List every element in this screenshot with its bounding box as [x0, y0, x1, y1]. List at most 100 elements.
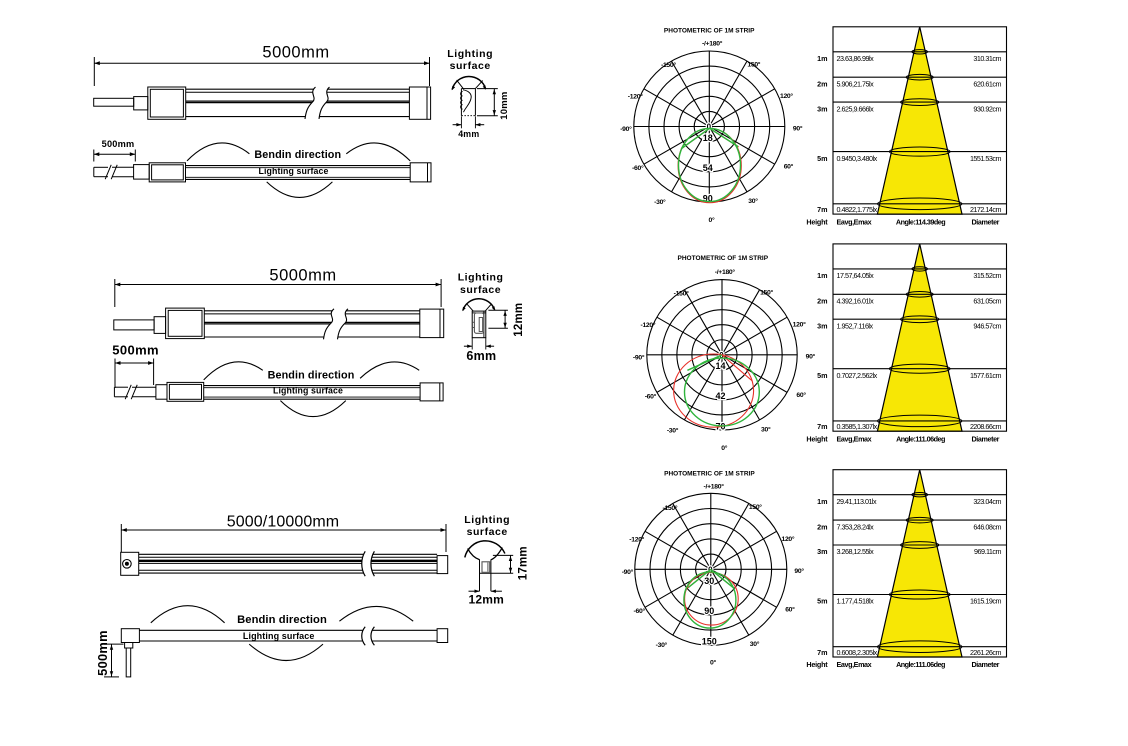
- svg-text:-120°: -120°: [629, 536, 644, 544]
- svg-text:2m: 2m: [817, 79, 827, 88]
- svg-text:90: 90: [704, 606, 714, 616]
- svg-text:-/+180°: -/+180°: [702, 40, 723, 48]
- svg-text:7m: 7m: [817, 648, 827, 657]
- svg-text:1m: 1m: [817, 497, 827, 506]
- svg-text:2m: 2m: [817, 297, 827, 306]
- svg-text:1.177,4.518lx: 1.177,4.518lx: [837, 597, 875, 606]
- svg-text:Angle:111.06deg: Angle:111.06deg: [896, 660, 945, 669]
- svg-text:Angle:114.39deg: Angle:114.39deg: [896, 217, 945, 226]
- svg-text:Bendin direction: Bendin direction: [268, 370, 355, 382]
- svg-text:2.625,9.666lx: 2.625,9.666lx: [837, 104, 875, 113]
- svg-text:90°: 90°: [793, 124, 803, 132]
- svg-text:3m: 3m: [817, 104, 827, 113]
- svg-text:0°: 0°: [710, 659, 716, 667]
- svg-text:Lighting: Lighting: [464, 514, 510, 526]
- svg-text:5000/10000mm: 5000/10000mm: [227, 514, 339, 531]
- svg-text:30°: 30°: [748, 197, 758, 205]
- svg-text:42: 42: [715, 391, 725, 401]
- svg-text:-120°: -120°: [640, 321, 655, 329]
- svg-text:60°: 60°: [796, 391, 806, 399]
- svg-text:1.952,7.116lx: 1.952,7.116lx: [837, 321, 874, 330]
- svg-text:-150°: -150°: [661, 61, 676, 69]
- svg-text:3m: 3m: [817, 547, 827, 556]
- svg-text:3m: 3m: [817, 321, 827, 330]
- svg-text:2208.66cm: 2208.66cm: [970, 422, 1002, 431]
- svg-text:969.11cm: 969.11cm: [974, 547, 1002, 556]
- svg-text:150°: 150°: [760, 289, 773, 297]
- svg-text:surface: surface: [450, 60, 491, 72]
- svg-text:4.392,16.01lx: 4.392,16.01lx: [837, 297, 875, 306]
- svg-text:5000mm: 5000mm: [262, 44, 329, 62]
- svg-text:0.9450,3.480lx: 0.9450,3.480lx: [837, 154, 878, 163]
- svg-text:-150°: -150°: [662, 504, 677, 512]
- svg-text:Angle:111.06deg: Angle:111.06deg: [896, 434, 945, 443]
- svg-text:2261.26cm: 2261.26cm: [970, 648, 1002, 657]
- svg-text:0: 0: [707, 123, 712, 132]
- svg-text:-90°: -90°: [633, 354, 645, 362]
- svg-text:6mm: 6mm: [466, 349, 496, 363]
- svg-text:-30°: -30°: [654, 198, 666, 206]
- svg-text:0°: 0°: [721, 444, 727, 452]
- svg-text:90°: 90°: [794, 567, 804, 575]
- svg-text:30°: 30°: [750, 640, 760, 648]
- svg-text:surface: surface: [460, 284, 501, 296]
- svg-text:150: 150: [702, 637, 717, 647]
- svg-text:310.31cm: 310.31cm: [973, 54, 1001, 63]
- svg-text:surface: surface: [467, 526, 508, 538]
- svg-text:0.3585,1.307lx: 0.3585,1.307lx: [837, 422, 878, 431]
- svg-text:500mm: 500mm: [102, 139, 135, 149]
- svg-text:-30°: -30°: [656, 641, 668, 649]
- svg-text:500mm: 500mm: [112, 343, 159, 358]
- svg-text:10mm: 10mm: [499, 91, 510, 119]
- svg-text:2m: 2m: [817, 522, 827, 531]
- svg-text:0°: 0°: [709, 216, 715, 224]
- svg-text:Lighting: Lighting: [447, 48, 493, 60]
- svg-text:-90°: -90°: [620, 125, 632, 133]
- svg-text:Lighting surface: Lighting surface: [243, 631, 315, 641]
- svg-text:12mm: 12mm: [513, 303, 525, 337]
- svg-text:18: 18: [703, 133, 713, 143]
- svg-text:500mm: 500mm: [95, 630, 110, 676]
- svg-text:30: 30: [704, 576, 714, 586]
- svg-text:30°: 30°: [761, 426, 771, 434]
- svg-text:23.63,86.99lx: 23.63,86.99lx: [837, 54, 875, 63]
- svg-text:Height: Height: [806, 434, 828, 443]
- svg-text:150°: 150°: [749, 503, 762, 511]
- svg-text:-120°: -120°: [628, 93, 643, 101]
- svg-text:Bendin direction: Bendin direction: [237, 614, 327, 626]
- svg-text:-90°: -90°: [622, 568, 634, 576]
- svg-text:7.353,28.24lx: 7.353,28.24lx: [837, 522, 875, 531]
- svg-text:5m: 5m: [817, 154, 827, 163]
- svg-text:14: 14: [715, 361, 725, 371]
- svg-text:Diameter: Diameter: [972, 434, 1000, 443]
- svg-text:-30°: -30°: [667, 426, 679, 434]
- svg-text:Diameter: Diameter: [972, 217, 1000, 226]
- svg-text:Eavg,Emax: Eavg,Emax: [837, 660, 872, 669]
- svg-text:0.4822,1.775lx: 0.4822,1.775lx: [837, 205, 878, 214]
- svg-text:646.08cm: 646.08cm: [973, 522, 1001, 531]
- svg-text:1m: 1m: [817, 54, 827, 63]
- svg-text:7m: 7m: [817, 422, 827, 431]
- svg-text:17mm: 17mm: [517, 546, 529, 580]
- svg-text:-60°: -60°: [632, 164, 644, 172]
- svg-text:-60°: -60°: [645, 392, 657, 400]
- svg-text:54: 54: [703, 163, 713, 173]
- svg-text:5.906,21.75lx: 5.906,21.75lx: [837, 79, 875, 88]
- svg-text:Lighting surface: Lighting surface: [258, 166, 328, 176]
- svg-text:PHOTOMETRIC OF 1M STRIP: PHOTOMETRIC OF 1M STRIP: [664, 28, 755, 35]
- svg-text:60°: 60°: [785, 606, 795, 614]
- svg-text:Eavg,Emax: Eavg,Emax: [837, 434, 872, 443]
- svg-text:4mm: 4mm: [458, 129, 479, 139]
- svg-text:Height: Height: [806, 217, 828, 226]
- svg-text:946.57cm: 946.57cm: [973, 321, 1001, 330]
- svg-text:1551.53cm: 1551.53cm: [970, 154, 1002, 163]
- svg-text:Height: Height: [806, 660, 828, 669]
- svg-text:Eavg,Emax: Eavg,Emax: [837, 217, 872, 226]
- svg-text:5000mm: 5000mm: [269, 267, 336, 285]
- svg-text:Lighting: Lighting: [458, 272, 504, 284]
- svg-text:29.41,113.01lx: 29.41,113.01lx: [837, 497, 878, 506]
- svg-text:60°: 60°: [784, 163, 794, 171]
- svg-text:5m: 5m: [817, 597, 827, 606]
- svg-text:Lighting surface: Lighting surface: [273, 385, 343, 395]
- svg-text:1m: 1m: [817, 271, 827, 280]
